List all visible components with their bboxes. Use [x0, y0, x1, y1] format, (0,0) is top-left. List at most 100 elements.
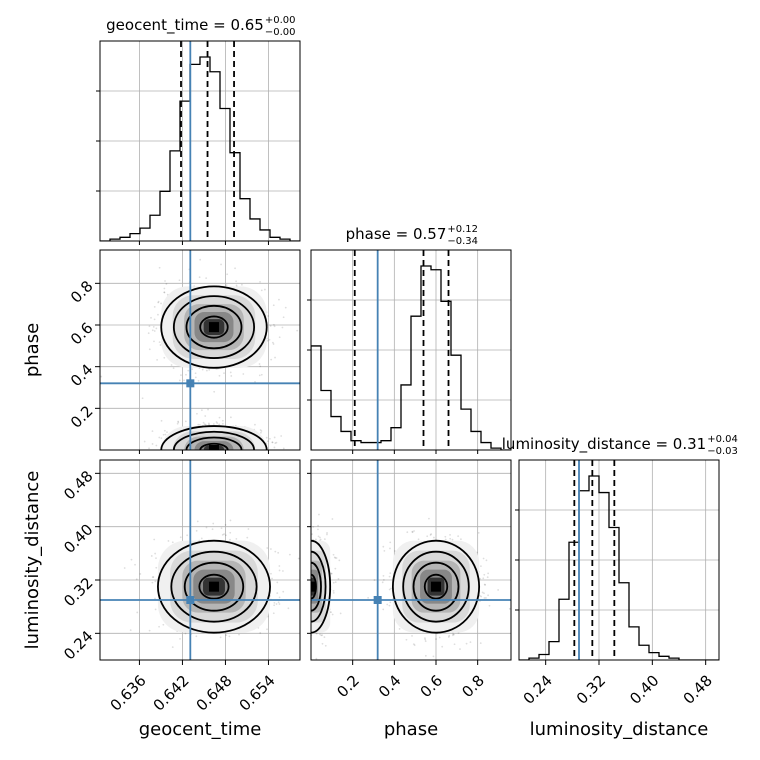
scatter-point: [237, 451, 239, 453]
scatter-point: [273, 601, 276, 604]
scatter-point: [272, 323, 275, 326]
scatter-point: [287, 607, 290, 610]
scatter-point: [305, 606, 307, 608]
scatter-point: [245, 457, 247, 459]
scatter-point: [209, 454, 211, 456]
scatter-point: [198, 461, 200, 463]
scatter-point: [186, 454, 188, 456]
scatter-point: [224, 454, 226, 456]
scatter-point: [304, 619, 306, 621]
scatter-point: [203, 462, 205, 464]
scatter-point: [303, 541, 305, 543]
x-axis-label-phase: phase: [384, 719, 438, 740]
scatter-point: [208, 453, 210, 455]
scatter-point: [177, 468, 179, 470]
scatter-point: [233, 476, 235, 478]
scatter-point: [221, 419, 224, 422]
scatter-point: [200, 537, 203, 540]
scatter-point: [305, 550, 307, 552]
scatter-point: [482, 557, 485, 560]
scatter-point: [270, 572, 272, 575]
scatter-point: [285, 541, 287, 543]
scatter-point: [207, 422, 210, 425]
scatter-point: [174, 464, 176, 466]
scatter-point: [221, 533, 224, 536]
scatter-point: [278, 569, 281, 572]
scatter-point: [465, 642, 468, 645]
scatter-point: [373, 579, 376, 581]
scatter-point: [331, 613, 334, 616]
scatter-point: [389, 541, 392, 544]
scatter-point: [200, 451, 202, 453]
scatter-point: [158, 625, 160, 628]
scatter-point: [165, 283, 168, 285]
scatter-point: [179, 466, 181, 468]
scatter-point: [149, 453, 151, 455]
scatter-point: [184, 466, 186, 468]
scatter-point: [305, 598, 307, 600]
histogram-step-phase: [311, 265, 511, 450]
scatter-point: [206, 463, 208, 465]
scatter-point: [330, 611, 332, 614]
scatter-point: [214, 454, 216, 456]
scatter-point: [162, 457, 164, 459]
scatter-point: [282, 590, 285, 593]
y-tick-label-phase: 0.6: [67, 319, 97, 349]
scatter-point: [302, 592, 304, 594]
scatter-point: [232, 454, 234, 456]
scatter-point: [244, 454, 246, 456]
scatter-point: [197, 457, 199, 459]
scatter-point: [308, 580, 310, 582]
scatter-point: [252, 452, 254, 454]
scatter-point: [209, 453, 211, 455]
scatter-point: [484, 584, 487, 586]
scatter-point: [172, 367, 175, 370]
scatter-point: [182, 458, 184, 460]
scatter-point: [308, 554, 310, 556]
scatter-point: [179, 637, 181, 640]
scatter-point: [191, 456, 193, 458]
scatter-point: [296, 590, 298, 592]
scatter-point: [174, 454, 176, 456]
scatter-point: [307, 613, 309, 615]
scatter-point: [156, 454, 158, 456]
scatter-point: [214, 452, 216, 454]
scatter-point: [305, 623, 307, 625]
scatter-point: [303, 585, 305, 587]
scatter-point: [413, 530, 415, 532]
scatter-point: [477, 531, 480, 534]
scatter-point: [382, 578, 385, 581]
scatter-point: [158, 266, 161, 269]
scatter-point: [305, 596, 307, 598]
scatter-point: [297, 565, 299, 567]
scatter-point: [307, 566, 309, 568]
contour-line: [391, 539, 481, 634]
scatter-point: [234, 453, 236, 455]
scatter-point: [205, 277, 208, 279]
scatter-point: [189, 451, 191, 453]
y-tick-label-luminosity_distance: 0.32: [60, 574, 96, 610]
scatter-point: [240, 453, 242, 455]
scatter-point: [267, 457, 269, 459]
scatter-point: [218, 423, 221, 426]
scatter-point: [316, 318, 318, 320]
scatter-point: [190, 454, 192, 456]
scatter-point: [302, 605, 304, 607]
scatter-point: [203, 453, 205, 455]
scatter-point: [293, 564, 295, 566]
scatter-point: [233, 453, 235, 455]
scatter-point: [302, 604, 304, 606]
scatter-point: [272, 304, 275, 307]
scatter-point: [301, 579, 303, 581]
scatter-point: [185, 373, 187, 376]
scatter-point: [315, 657, 318, 660]
scatter-point: [308, 628, 310, 630]
scatter-point: [294, 566, 296, 568]
scatter-point: [266, 628, 268, 631]
scatter-point: [293, 581, 295, 583]
scatter-point: [302, 571, 304, 573]
scatter-point: [223, 453, 225, 455]
scatter-point: [306, 615, 308, 617]
scatter-point: [234, 469, 236, 471]
scatter-point: [223, 461, 225, 463]
